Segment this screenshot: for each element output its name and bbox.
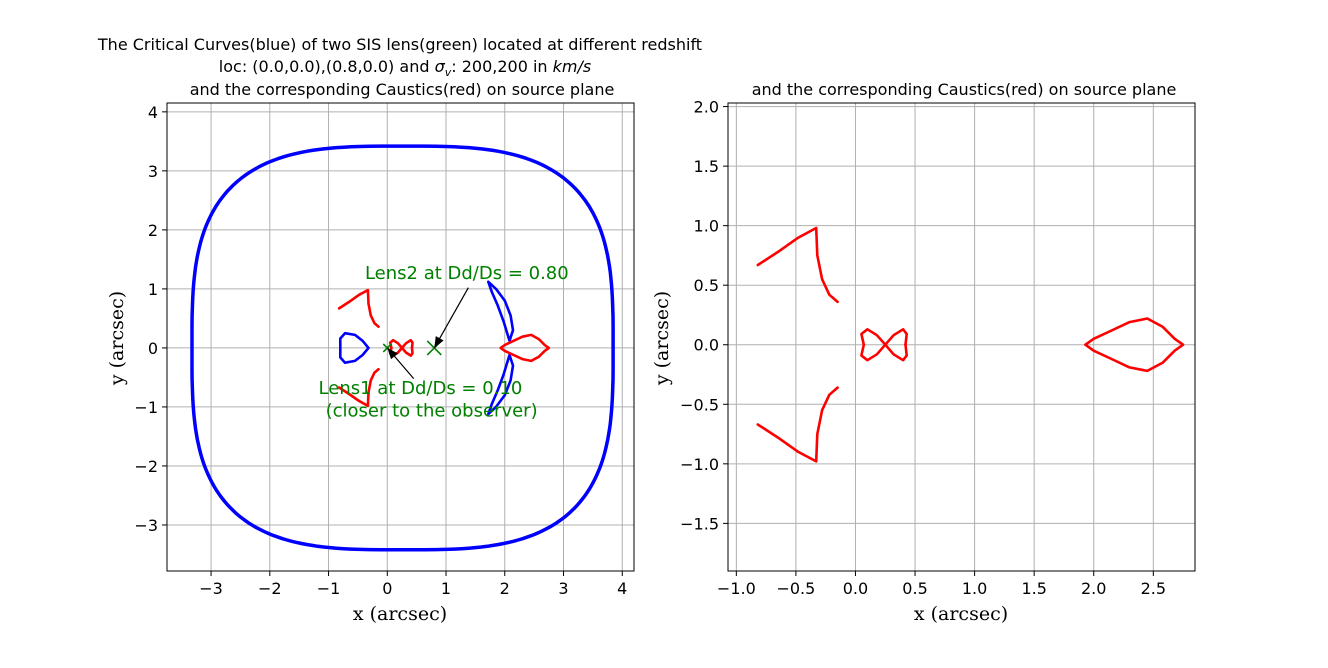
right-ylabel: y (arcsec) bbox=[651, 291, 673, 386]
y-tick-label: −0.5 bbox=[680, 395, 719, 414]
y-tick-label: 0.5 bbox=[694, 276, 719, 295]
left-data bbox=[190, 144, 615, 552]
x-tick-label: 0.5 bbox=[902, 579, 927, 598]
lens1-sublabel: (closer to the observer) bbox=[326, 400, 538, 421]
lens1-label: Lens1 at Dd/Ds = 0.10 bbox=[319, 378, 523, 399]
x-tick-label: 1.0 bbox=[962, 579, 987, 598]
left-title-line3: and the corresponding Caustics(red) on s… bbox=[190, 80, 615, 99]
y-tick-label: 4 bbox=[148, 103, 158, 122]
left-title-line2-mid: : 200,200 in bbox=[451, 57, 552, 76]
left-plot: Lens2 at Dd/Ds = 0.80 Lens1 at Dd/Ds = 0… bbox=[106, 102, 635, 625]
lens1-arrowhead bbox=[387, 347, 398, 360]
y-tick-label: 2 bbox=[148, 221, 158, 240]
caustic-left-upper-wing bbox=[756, 226, 839, 304]
y-tick-label: 3 bbox=[148, 162, 158, 181]
left-title-sigma: σ bbox=[435, 57, 446, 76]
x-tick-label: 3 bbox=[558, 579, 568, 598]
right-xlabel: x (arcsec) bbox=[914, 603, 1008, 625]
y-tick-label: 1.0 bbox=[694, 217, 719, 236]
caustic-right-lens-shape bbox=[1084, 317, 1185, 373]
caustic-right-lens-shape bbox=[499, 333, 551, 363]
x-tick-label: −1 bbox=[317, 579, 341, 598]
left-title-unit: km/s bbox=[553, 57, 592, 76]
caustic-butterfly-lower-right bbox=[400, 346, 414, 357]
caustic-left-upper-wing bbox=[337, 288, 380, 328]
y-tick-label: 1 bbox=[148, 280, 158, 299]
x-tick-label: 2.0 bbox=[1081, 579, 1106, 598]
x-tick-label: −2 bbox=[258, 579, 282, 598]
y-tick-label: −1.0 bbox=[680, 455, 719, 474]
left-axes-frame bbox=[166, 102, 635, 572]
x-tick-label: 0.0 bbox=[843, 579, 868, 598]
right-plot: −1.0 −0.5 0.0 0.5 1.0 1.5 2.0 2.5 −1.5 −1.0 −0.5 0.… bbox=[651, 98, 1196, 625]
right-ticks: −1.0 −0.5 0.0 0.5 1.0 1.5 2.0 2.5 −1.5 −1.0 −0.5 0.… bbox=[680, 98, 1166, 598]
y-tick-label: 0 bbox=[148, 339, 158, 358]
left-ticks: −3 −2 −1 0 1 2 3 4 −3 −2 −1 0 1 2 3 4 bbox=[134, 103, 627, 598]
right-grid bbox=[728, 103, 1195, 571]
left-title-line1: The Critical Curves(blue) of two SIS len… bbox=[97, 35, 702, 54]
left-title-sigma-sub: v bbox=[445, 66, 452, 79]
critical-curve-right-lobe-upper bbox=[487, 280, 515, 343]
x-tick-label: −3 bbox=[199, 579, 223, 598]
caustic-butterfly-upper-right bbox=[400, 338, 414, 350]
caustic-butterfly-upper-left bbox=[860, 328, 887, 346]
caustic-left-lower-wing bbox=[756, 386, 839, 463]
x-tick-label: 1.5 bbox=[1021, 579, 1046, 598]
x-tick-label: 2.5 bbox=[1141, 579, 1166, 598]
y-tick-label: 1.5 bbox=[694, 157, 719, 176]
left-title-line2-prefix: loc: (0.0,0.0),(0.8,0.0) and bbox=[219, 57, 435, 76]
y-tick-label: −1.5 bbox=[680, 514, 719, 533]
x-tick-label: 0 bbox=[382, 579, 392, 598]
left-ylabel: y (arcsec) bbox=[106, 291, 128, 386]
outer-critical-curve bbox=[190, 144, 615, 552]
left-xlabel: x (arcsec) bbox=[353, 603, 447, 625]
x-tick-label: 2 bbox=[500, 579, 510, 598]
lens2-arrowhead bbox=[434, 336, 444, 348]
y-tick-label: 0.0 bbox=[694, 336, 719, 355]
right-title: and the corresponding Caustics(red) on s… bbox=[752, 80, 1177, 99]
x-tick-label: 1 bbox=[441, 579, 451, 598]
y-tick-label: −3 bbox=[134, 516, 158, 535]
y-tick-label: −2 bbox=[134, 457, 158, 476]
left-grid bbox=[167, 103, 634, 571]
caustic-butterfly-lower-left bbox=[860, 343, 887, 362]
caustic-butterfly-lower-right bbox=[884, 343, 908, 362]
lens2-label: Lens2 at Dd/Ds = 0.80 bbox=[365, 263, 569, 284]
y-tick-label: −1 bbox=[134, 398, 158, 417]
y-tick-label: 2.0 bbox=[694, 98, 719, 117]
x-tick-label: −0.5 bbox=[776, 579, 815, 598]
critical-curve-left-heart bbox=[339, 331, 370, 364]
right-axes-frame bbox=[727, 102, 1196, 572]
x-tick-label: −1.0 bbox=[717, 579, 756, 598]
critical-curve-right-lobe-lower bbox=[487, 353, 515, 416]
right-data bbox=[756, 226, 1185, 463]
caustic-left-lower-wing bbox=[337, 367, 380, 408]
lens2-arrow bbox=[433, 287, 469, 349]
caustic-butterfly-upper-right bbox=[884, 328, 908, 346]
left-annotations: Lens2 at Dd/Ds = 0.80 Lens1 at Dd/Ds = 0… bbox=[319, 263, 569, 422]
x-tick-label: 4 bbox=[617, 579, 627, 598]
left-title-line2: loc: (0.0,0.0),(0.8,0.0) and σv: 200,200… bbox=[219, 57, 591, 79]
